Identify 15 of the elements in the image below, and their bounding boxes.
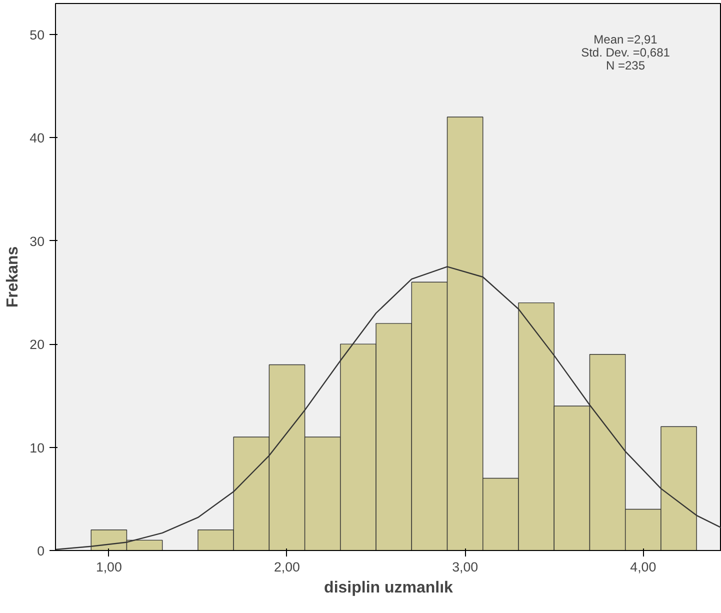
y-tick-label: 30 [30,234,45,249]
x-tick-label: 2,00 [274,560,300,574]
y-tick-label: 20 [30,337,45,352]
x-tick-label: 4,00 [630,560,656,574]
y-tick-label: 50 [30,27,45,42]
annotation: N =235 [606,58,646,72]
x-axis-title: disiplin uzmanlık [324,580,454,596]
annotation: Std. Dev. =0,681 [581,46,670,60]
annotation: Mean =2,91 [594,32,658,46]
y-tick-label: 40 [30,130,45,146]
y-tick-label: 0 [37,544,45,558]
x-tick-label: 3,00 [452,560,478,574]
x-tick-label: 1,00 [96,560,122,574]
y-axis-title: Frekans [4,246,22,308]
y-tick-label: 10 [30,440,45,456]
